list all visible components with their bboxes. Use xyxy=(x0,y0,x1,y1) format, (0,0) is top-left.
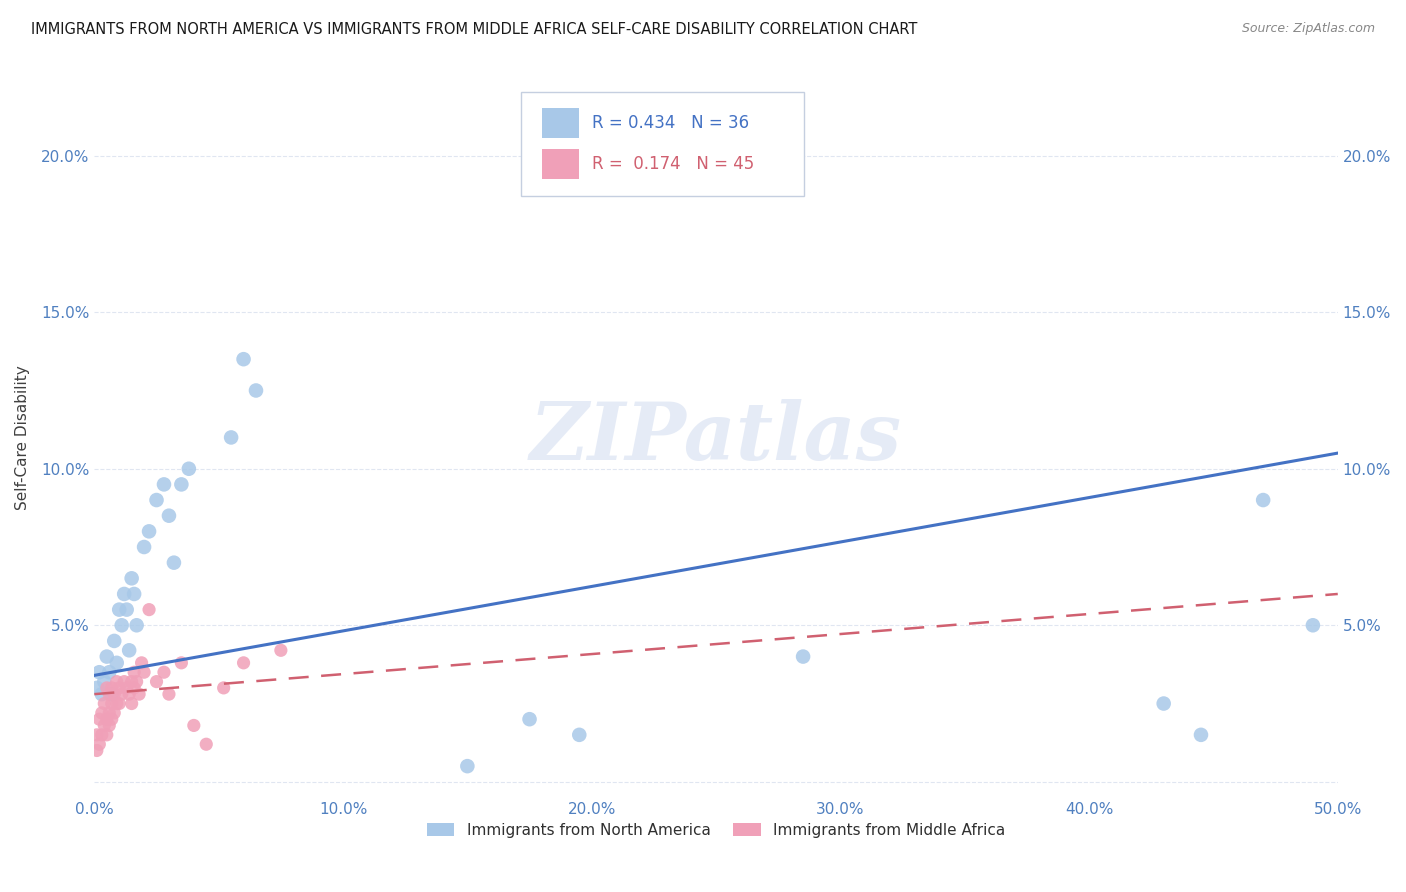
Bar xyxy=(541,108,579,138)
Point xyxy=(125,618,148,632)
Point xyxy=(153,665,176,680)
Point xyxy=(90,728,112,742)
Point xyxy=(121,697,143,711)
Point xyxy=(98,665,121,680)
Point xyxy=(118,643,141,657)
Point xyxy=(157,687,180,701)
Point xyxy=(96,649,118,664)
Point xyxy=(122,665,145,680)
Y-axis label: Self-Care Disability: Self-Care Disability xyxy=(15,365,30,510)
Text: R = 0.434   N = 36: R = 0.434 N = 36 xyxy=(592,114,749,132)
Point xyxy=(103,634,125,648)
Point xyxy=(1302,618,1324,632)
Point xyxy=(100,687,122,701)
Point xyxy=(1153,697,1175,711)
Point xyxy=(131,656,153,670)
Point xyxy=(86,681,108,695)
Point xyxy=(96,712,118,726)
Point xyxy=(105,674,128,689)
Point xyxy=(108,681,131,695)
Point xyxy=(121,674,143,689)
Point xyxy=(177,462,200,476)
Point xyxy=(112,674,135,689)
Point xyxy=(100,712,122,726)
Point xyxy=(132,540,155,554)
Point xyxy=(105,656,128,670)
Point xyxy=(115,681,138,695)
Point xyxy=(183,718,205,732)
Point xyxy=(145,493,167,508)
Point xyxy=(93,697,115,711)
Bar xyxy=(541,149,579,179)
Point xyxy=(122,587,145,601)
Point xyxy=(103,687,125,701)
Point xyxy=(90,687,112,701)
FancyBboxPatch shape xyxy=(520,92,804,196)
Point xyxy=(90,706,112,720)
Point xyxy=(89,737,111,751)
Point xyxy=(163,556,186,570)
Point xyxy=(108,602,131,616)
Point xyxy=(219,430,242,444)
Point xyxy=(100,697,122,711)
Point xyxy=(112,587,135,601)
Point xyxy=(270,643,292,657)
Point xyxy=(93,674,115,689)
Point xyxy=(153,477,176,491)
Point xyxy=(122,681,145,695)
Point xyxy=(1251,493,1274,508)
Point xyxy=(111,687,134,701)
Point xyxy=(792,649,814,664)
Point xyxy=(121,571,143,585)
Point xyxy=(98,687,121,701)
Point xyxy=(125,674,148,689)
Point xyxy=(232,656,254,670)
Point xyxy=(519,712,541,726)
Point xyxy=(98,706,121,720)
Point xyxy=(89,665,111,680)
Point xyxy=(138,524,160,539)
Point xyxy=(138,602,160,616)
Point xyxy=(128,687,150,701)
Point xyxy=(103,706,125,720)
Legend: Immigrants from North America, Immigrants from Middle Africa: Immigrants from North America, Immigrant… xyxy=(420,816,1011,844)
Point xyxy=(132,665,155,680)
Point xyxy=(89,712,111,726)
Text: R =  0.174   N = 45: R = 0.174 N = 45 xyxy=(592,155,754,173)
Point xyxy=(145,674,167,689)
Point xyxy=(170,477,193,491)
Text: Source: ZipAtlas.com: Source: ZipAtlas.com xyxy=(1241,22,1375,36)
Point xyxy=(212,681,235,695)
Point xyxy=(118,687,141,701)
Point xyxy=(195,737,218,751)
Point xyxy=(568,728,591,742)
Point xyxy=(96,728,118,742)
Point xyxy=(105,697,128,711)
Point xyxy=(115,602,138,616)
Point xyxy=(100,681,122,695)
Point xyxy=(1189,728,1212,742)
Text: IMMIGRANTS FROM NORTH AMERICA VS IMMIGRANTS FROM MIDDLE AFRICA SELF-CARE DISABIL: IMMIGRANTS FROM NORTH AMERICA VS IMMIGRA… xyxy=(31,22,917,37)
Point xyxy=(108,697,131,711)
Point xyxy=(245,384,267,398)
Point xyxy=(170,656,193,670)
Point xyxy=(86,743,108,757)
Point xyxy=(96,681,118,695)
Point xyxy=(456,759,478,773)
Point xyxy=(111,618,134,632)
Text: ZIPatlas: ZIPatlas xyxy=(530,399,903,476)
Point xyxy=(93,718,115,732)
Point xyxy=(86,728,108,742)
Point xyxy=(157,508,180,523)
Point xyxy=(98,718,121,732)
Point xyxy=(232,352,254,367)
